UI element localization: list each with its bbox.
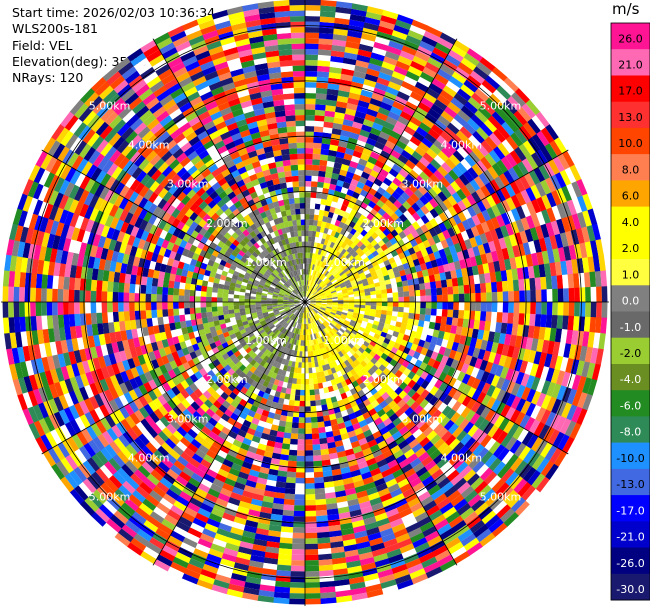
- ring-label: 3.00km: [167, 412, 209, 425]
- colorbar-tick-label: 21.0: [618, 59, 643, 72]
- colorbar-segment: [611, 49, 650, 76]
- ring-label: 4.00km: [441, 451, 483, 464]
- site-label: WLS200s-181: [12, 21, 98, 37]
- colorbar: 26.0 21.0 17.0 13.0 10.0 8.0 6.0 4.0 2.0 1.0 0.0 -1…: [610, 22, 650, 601]
- colorbar-unit: m/s: [612, 0, 640, 18]
- colorbar-segment: [611, 180, 650, 208]
- ring-label: 1.00km: [245, 256, 287, 269]
- colorbar-segment: [611, 495, 650, 522]
- colorbar-tick-label: 2.0: [622, 242, 640, 255]
- start-time-label: Start time: 2026/02/03 10:36:34: [12, 5, 216, 20]
- elevation-label: Elevation(deg): 35.00: [12, 53, 148, 69]
- colorbar-tick-label: 4.0: [622, 216, 640, 229]
- colorbar-segment: [611, 101, 650, 129]
- colorbar-tick-label: -26.0: [616, 557, 644, 570]
- colorbar-segment: [611, 154, 650, 181]
- colorbar-tick-label: -8.0: [620, 426, 641, 439]
- field-label: Field: VEL: [12, 37, 73, 53]
- ppi-gates: [2, 0, 608, 605]
- colorbar-tick-label: -30.0: [616, 583, 644, 596]
- colorbar-tick-label: 26.0: [618, 32, 643, 45]
- colorbar-segment: [611, 259, 650, 286]
- azimuth-spoke: [304, 301, 458, 566]
- colorbar-segment: [611, 206, 650, 234]
- ring-label: 4.00km: [441, 139, 483, 152]
- colorbar-tick-label: -13.0: [616, 478, 644, 491]
- colorbar-segment: [611, 337, 650, 365]
- colorbar-tick-label: 6.0: [622, 190, 640, 203]
- colorbar-tick-label: 17.0: [618, 85, 643, 98]
- ring-label: 2.00km: [206, 373, 248, 386]
- ring-label: 2.00km: [362, 373, 404, 386]
- ring-label: 5.00km: [480, 490, 522, 503]
- colorbar-segment: [611, 521, 650, 548]
- ring-label: 4.00km: [128, 139, 170, 152]
- colorbar-tick-label: 13.0: [618, 111, 643, 124]
- colorbar-frame: [610, 22, 650, 601]
- colorbar-segment: [611, 364, 650, 391]
- ring-label: 5.00km: [89, 490, 131, 503]
- colorbar-tick-label: -2.0: [620, 347, 641, 360]
- ring-label: 1.00km: [245, 334, 287, 347]
- colorbar-tick-label: 10.0: [618, 137, 643, 150]
- colorbar-tick-label: 8.0: [622, 163, 640, 176]
- ring-label: 5.00km: [89, 100, 131, 113]
- azimuth-spoke: [152, 38, 306, 303]
- ring-label: 5.00km: [480, 100, 522, 113]
- ring-label: 1.00km: [323, 334, 365, 347]
- ring-label: 4.00km: [128, 451, 170, 464]
- colorbar-segment: [611, 468, 650, 496]
- ring-label: 3.00km: [167, 178, 209, 191]
- colorbar-tick-label: -10.0: [616, 452, 644, 465]
- ring-label: 3.00km: [402, 178, 444, 191]
- ring-label: 2.00km: [206, 217, 248, 230]
- colorbar-segment: [611, 23, 650, 50]
- colorbar-segment: [611, 127, 650, 155]
- colorbar-tick-label: -6.0: [620, 399, 641, 412]
- colorbar-segment: [611, 285, 650, 312]
- ring-label: 3.00km: [402, 412, 444, 425]
- colorbar-segment: [611, 547, 650, 575]
- colorbar-segment: [611, 390, 650, 417]
- colorbar-tick-label: -17.0: [616, 504, 644, 517]
- colorbar-tick-label: -21.0: [616, 531, 644, 544]
- colorbar-tick-label: 0.0: [622, 295, 640, 308]
- colorbar-tick-label: 1.0: [622, 268, 640, 281]
- ring-label: 2.00km: [362, 217, 404, 230]
- info-panel: Start time: 2026/02/03 10:36:34 WLS200s-…: [12, 5, 215, 86]
- colorbar-segment: [611, 232, 650, 260]
- ppi-grid: 1.00km 1.00km 1.00km 1.00km 2.00km 2.00km 2.00…: [1, 0, 609, 606]
- colorbar-tick-label: -1.0: [620, 321, 641, 334]
- azimuth-spoke: [152, 301, 306, 566]
- colorbar-segment: [611, 442, 650, 470]
- azimuth-spoke: [304, 149, 569, 303]
- colorbar-tick-label: -4.0: [620, 373, 641, 386]
- azimuth-spoke: [41, 301, 306, 455]
- nrays-label: NRays: 120: [12, 70, 84, 86]
- colorbar-segment: [611, 416, 650, 444]
- colorbar-segment: [611, 573, 650, 601]
- colorbar-segment: [611, 311, 650, 339]
- azimuth-spoke: [304, 38, 458, 303]
- ring-label: 1.00km: [323, 256, 365, 269]
- azimuth-spoke: [41, 149, 306, 303]
- colorbar-segment: [611, 75, 650, 103]
- azimuth-spoke: [304, 301, 569, 455]
